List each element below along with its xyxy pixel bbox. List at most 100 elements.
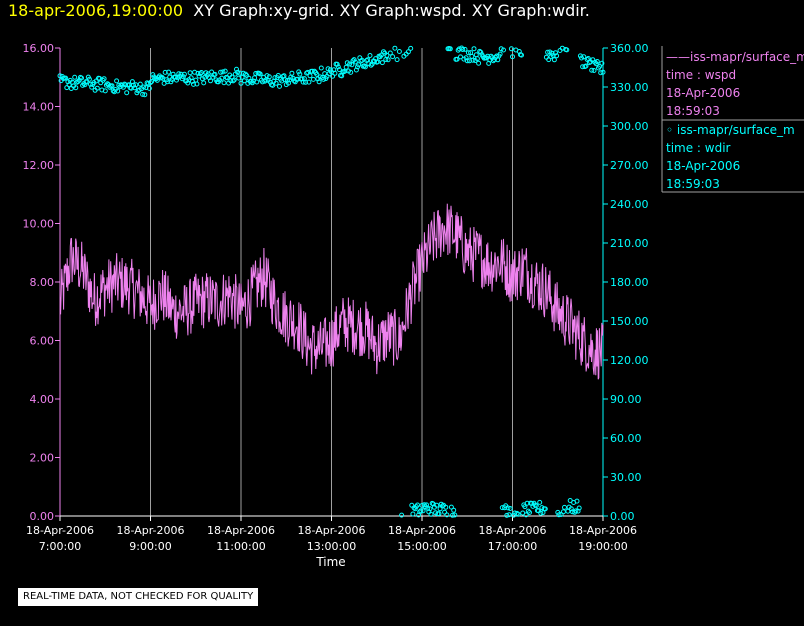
wdir-point <box>212 71 218 77</box>
wdir-point <box>477 48 483 54</box>
wdir-point <box>325 66 331 72</box>
wdir-point <box>597 63 603 69</box>
wdir-point <box>471 46 477 52</box>
wdir-point <box>162 69 168 75</box>
wdir-point <box>527 510 532 515</box>
wdir-point <box>218 69 224 75</box>
wdir-point <box>253 71 259 76</box>
wdir-point <box>123 82 129 88</box>
timestamp: 18-apr-2006,19:00:00 <box>8 1 184 20</box>
wdir-point <box>543 54 549 60</box>
wdir-point <box>240 70 246 76</box>
wdir-point <box>415 502 420 508</box>
wdir-point <box>140 91 146 97</box>
wdir-point <box>462 46 468 52</box>
wdir-point <box>126 82 132 88</box>
wdir-point <box>63 75 69 81</box>
wdir-point <box>141 84 147 90</box>
wdir-point <box>351 57 357 63</box>
wdir-point <box>396 49 402 54</box>
wdir-point <box>332 70 338 76</box>
wdir-point <box>519 52 524 58</box>
wdir-point <box>420 508 426 514</box>
legend-wspd-line2: time : wspd <box>666 68 736 82</box>
wdir-point <box>222 68 228 74</box>
wdir-point <box>589 67 595 73</box>
wdir-point <box>277 83 282 89</box>
wdir-point <box>594 59 600 64</box>
y-right-tick-label: 30.00 <box>610 471 642 484</box>
x-tick-label: 18-Apr-2006 <box>478 524 546 537</box>
wdir-point <box>523 512 529 518</box>
wdir-point <box>361 63 367 69</box>
quality-notice: REAL-TIME DATA, NOT CHECKED FOR QUALITY <box>18 588 259 606</box>
wdir-point <box>263 77 269 83</box>
x-tick-label: 19:00:00 <box>578 540 627 553</box>
axes <box>55 47 608 521</box>
wdir-point <box>68 86 74 91</box>
wdir-point <box>317 74 323 80</box>
wdir-point <box>545 49 551 55</box>
wdir-point <box>172 74 178 80</box>
header: 18-apr-2006,19:00:00 XY Graph:xy-grid. X… <box>8 1 590 20</box>
wdir-point <box>418 508 424 514</box>
y-right-tick-label: 270.00 <box>610 159 649 172</box>
y-right-tick-label: 150.00 <box>610 315 649 328</box>
wdir-point <box>506 512 512 518</box>
wdir-point <box>368 62 374 68</box>
wdir-point <box>390 54 396 60</box>
wdir-point <box>460 47 466 52</box>
wdir-point <box>504 512 510 518</box>
wdir-point <box>551 57 557 63</box>
wdir-point <box>443 504 449 510</box>
wdir-point <box>497 51 503 57</box>
x-tick-label: 18-Apr-2006 <box>297 524 365 537</box>
y-left-tick-label: 12.00 <box>23 159 55 172</box>
y-right-tick-label: 240.00 <box>610 198 649 211</box>
y-left-tick-label: 2.00 <box>30 452 55 465</box>
x-axis-label: Time <box>315 555 345 569</box>
wdir-point <box>542 506 548 512</box>
wdir-point <box>362 64 368 70</box>
wdir-point <box>600 69 606 75</box>
wdir-point <box>598 70 604 76</box>
wdir-point <box>318 65 324 71</box>
y-right-tick-label: 60.00 <box>610 432 642 445</box>
legend-wspd-line1: ——iss-mapr/surface_m <box>666 50 804 64</box>
wdir-point <box>149 79 155 84</box>
wdir-point <box>124 90 130 96</box>
wdir-point <box>154 77 160 83</box>
wdir-point <box>312 68 317 74</box>
wdir-point <box>289 70 295 76</box>
wdir-point <box>573 508 579 514</box>
wdir-point <box>221 80 227 86</box>
y-left-tick-label: 4.00 <box>30 393 55 406</box>
wdir-point <box>181 71 187 77</box>
legend-wdir-line2: time : wdir <box>666 141 731 155</box>
wdir-point <box>568 506 574 512</box>
wdir-point <box>86 76 92 82</box>
x-tick-label: 17:00:00 <box>488 540 537 553</box>
wdir-point <box>464 58 470 64</box>
wdir-point <box>451 507 457 513</box>
wdir-point <box>428 511 434 517</box>
wdir-point <box>450 512 455 518</box>
wdir-point <box>553 50 558 56</box>
wdir-point <box>562 504 567 510</box>
wdir-point <box>454 56 460 62</box>
wdir-point <box>510 54 515 60</box>
wdir-point <box>444 512 450 518</box>
wdir-point <box>394 57 400 63</box>
x-tick-label: 18-Apr-2006 <box>207 524 275 537</box>
wdir-point <box>114 78 120 84</box>
wdir-point <box>343 64 349 70</box>
y-right-tick-label: 300.00 <box>610 120 649 133</box>
y-right-tick-label: 180.00 <box>610 276 649 289</box>
wdir-point <box>524 500 530 506</box>
wdir-point <box>133 82 139 88</box>
wdir-point <box>198 70 204 75</box>
legend-wspd-line3: 18-Apr-2006 <box>666 86 740 100</box>
wdir-point <box>456 46 462 52</box>
wdir-point <box>176 71 182 77</box>
wdir-point <box>73 85 79 91</box>
